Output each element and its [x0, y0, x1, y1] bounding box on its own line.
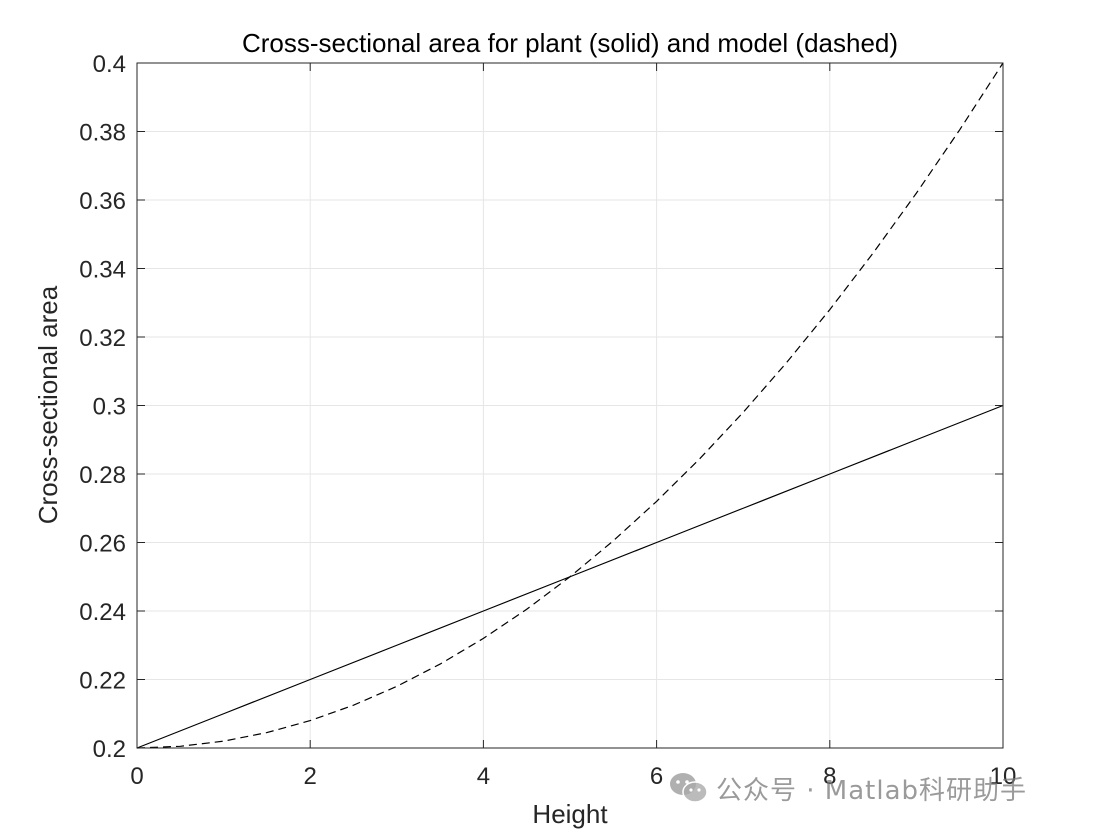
x-tick-label: 8: [823, 763, 836, 790]
y-axis-label: Cross-sectional area: [33, 285, 63, 524]
y-tick-labels: 0.2 0.22 0.24 0.26 0.28 0.3 0.32 0.34 0.36 0.38 0.…: [79, 51, 126, 763]
ticks: [136, 62, 1004, 749]
y-tick-label: 0.2: [93, 736, 126, 763]
x-tick-label: 10: [990, 763, 1017, 790]
x-tick-label: 6: [650, 763, 663, 790]
x-tick-label: 4: [477, 763, 490, 790]
watermark: 公众号 · Matlab科研助手: [668, 768, 1027, 808]
y-tick-label: 0.4: [93, 51, 126, 78]
y-tick-label: 0.26: [79, 531, 126, 558]
y-tick-label: 0.34: [79, 257, 126, 284]
y-tick-label: 0.28: [79, 462, 126, 489]
watermark-text: 公众号 · Matlab科研助手: [716, 775, 1028, 806]
series-layer: [136, 62, 1004, 749]
x-axis-label: Height: [532, 799, 608, 829]
y-tick-label: 0.38: [79, 120, 126, 147]
wechat-icon: [668, 771, 710, 805]
x-tick-labels: 0 2 4 6 8 10: [130, 763, 1016, 790]
chart-title: Cross-sectional area for plant (solid) a…: [242, 28, 898, 58]
series-line-dashed: [136, 62, 1004, 749]
x-tick-label: 0: [130, 763, 143, 790]
y-tick-label: 0.22: [79, 668, 126, 695]
y-tick-label: 0.24: [79, 599, 126, 626]
y-tick-label: 0.36: [79, 188, 126, 215]
y-tick-label: 0.32: [79, 325, 126, 352]
y-tick-label: 0.3: [93, 394, 126, 421]
x-tick-label: 2: [304, 763, 317, 790]
